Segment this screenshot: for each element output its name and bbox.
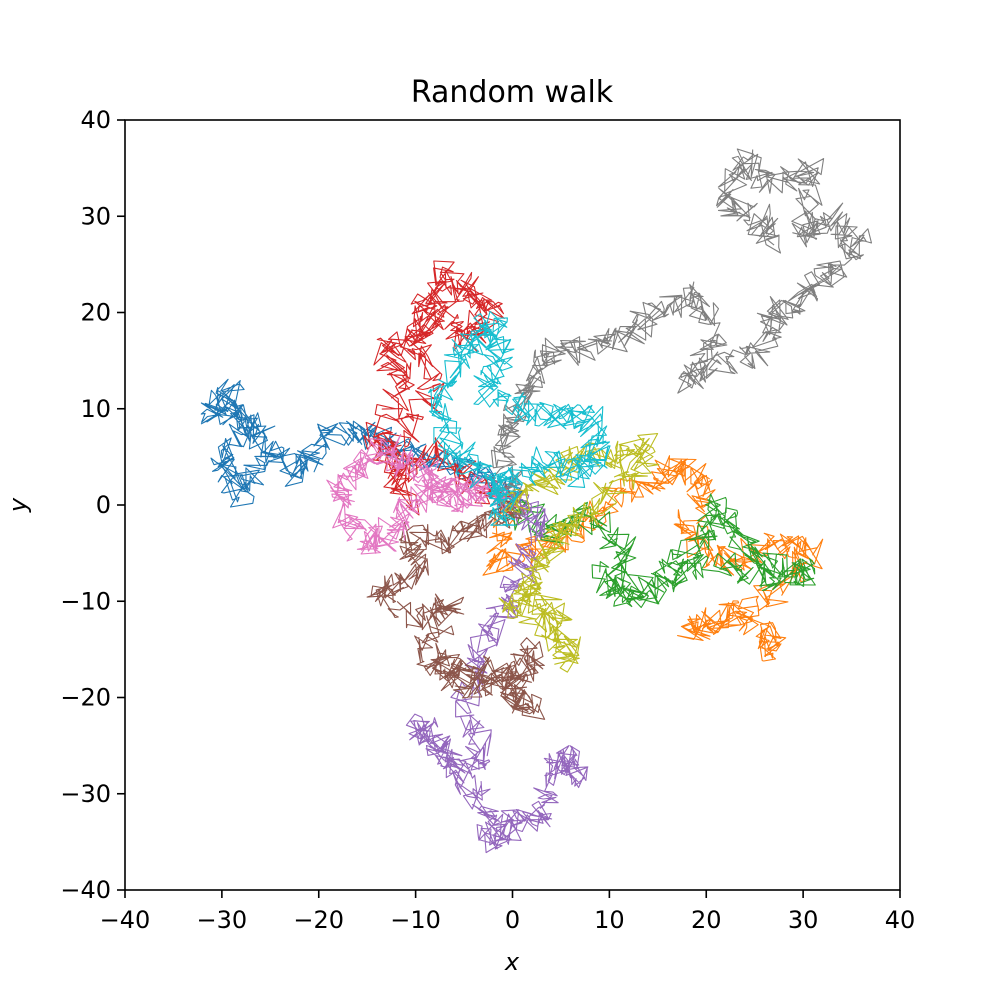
x-tick-label: −30 [197,906,248,934]
walk-series-3 [504,493,816,609]
x-tick-label: 40 [885,906,916,934]
walk-series-6 [366,498,546,720]
walk-series-9 [498,433,660,673]
walk-series-1 [200,378,525,516]
walk-series-10 [428,310,611,528]
y-tick-label: 20 [80,299,111,327]
x-tick-label: −40 [100,906,151,934]
y-tick-label: 10 [80,395,111,423]
chart-title: Random walk [411,75,614,110]
y-axis-label: y [4,497,32,513]
x-tick-label: 10 [594,906,625,934]
x-tick-label: 30 [788,906,819,934]
y-tick-label: −20 [60,684,111,712]
x-axis-ticks: −40 −30 −20 −10 0 10 20 30 40 [100,890,916,934]
y-tick-label: 40 [80,106,111,134]
walk-series-5 [405,494,589,854]
y-tick-label: −30 [60,780,111,808]
walk-series-8 [490,148,873,516]
x-tick-label: −10 [390,906,441,934]
y-axis-ticks: −40 −30 −20 −10 0 10 20 30 40 [60,106,125,904]
x-tick-label: −20 [293,906,344,934]
x-axis-label: x [504,948,520,976]
y-tick-label: −10 [60,587,111,615]
walk-series-7 [326,433,523,555]
walk-series-2 [482,455,824,662]
series-layer [200,148,873,854]
x-tick-label: 0 [505,906,520,934]
y-tick-label: 30 [80,202,111,230]
y-tick-label: 0 [96,491,111,519]
walk-series-4 [363,260,526,516]
y-tick-label: −40 [60,876,111,904]
x-tick-label: 20 [691,906,722,934]
